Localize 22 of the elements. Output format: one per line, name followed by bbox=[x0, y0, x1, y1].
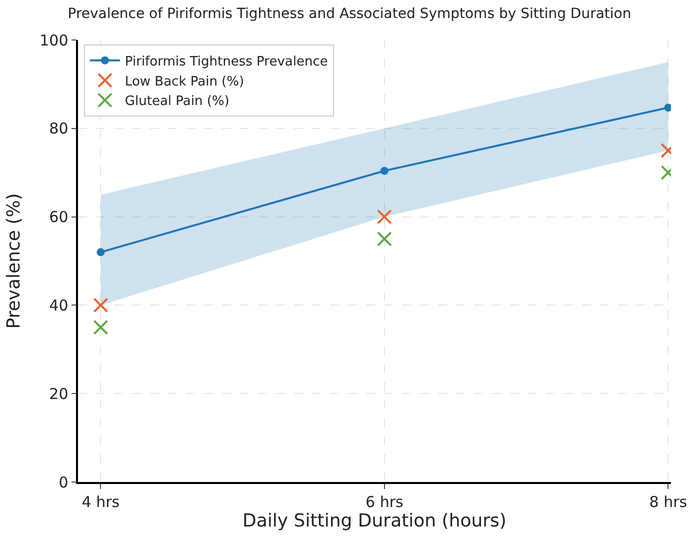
y-axis-title: Prevalence (%) bbox=[3, 193, 24, 329]
x-tick-label: 6 hrs bbox=[366, 492, 404, 511]
legend-label: Gluteal Pain (%) bbox=[124, 94, 230, 110]
point bbox=[376, 209, 392, 224]
point bbox=[664, 104, 671, 112]
y-tick-label: 0 bbox=[58, 473, 68, 492]
point bbox=[93, 320, 108, 335]
y-tick-label: 20 bbox=[49, 384, 68, 403]
point bbox=[380, 166, 388, 175]
legend-label: Piriformis Tightness Prevalence bbox=[124, 54, 328, 70]
y-tick-label: 100 bbox=[40, 31, 68, 50]
point bbox=[376, 231, 392, 246]
point bbox=[93, 298, 108, 313]
y-tick-label: 40 bbox=[49, 296, 68, 314]
chart-title: Prevalence of Piriformis Tightness and Associated Symptoms by Sitting Duration bbox=[68, 6, 632, 22]
point bbox=[96, 248, 105, 256]
x-tick-label: 8 hrs bbox=[649, 492, 688, 511]
y-tick-label: 60 bbox=[49, 208, 68, 226]
x-axis-title: Daily Sitting Duration (hours) bbox=[242, 510, 506, 532]
legend-label: Low Back Pain (%) bbox=[124, 74, 244, 90]
y-tick-label: 80 bbox=[49, 120, 68, 138]
x-tick-label: 4 hrs bbox=[82, 492, 120, 511]
